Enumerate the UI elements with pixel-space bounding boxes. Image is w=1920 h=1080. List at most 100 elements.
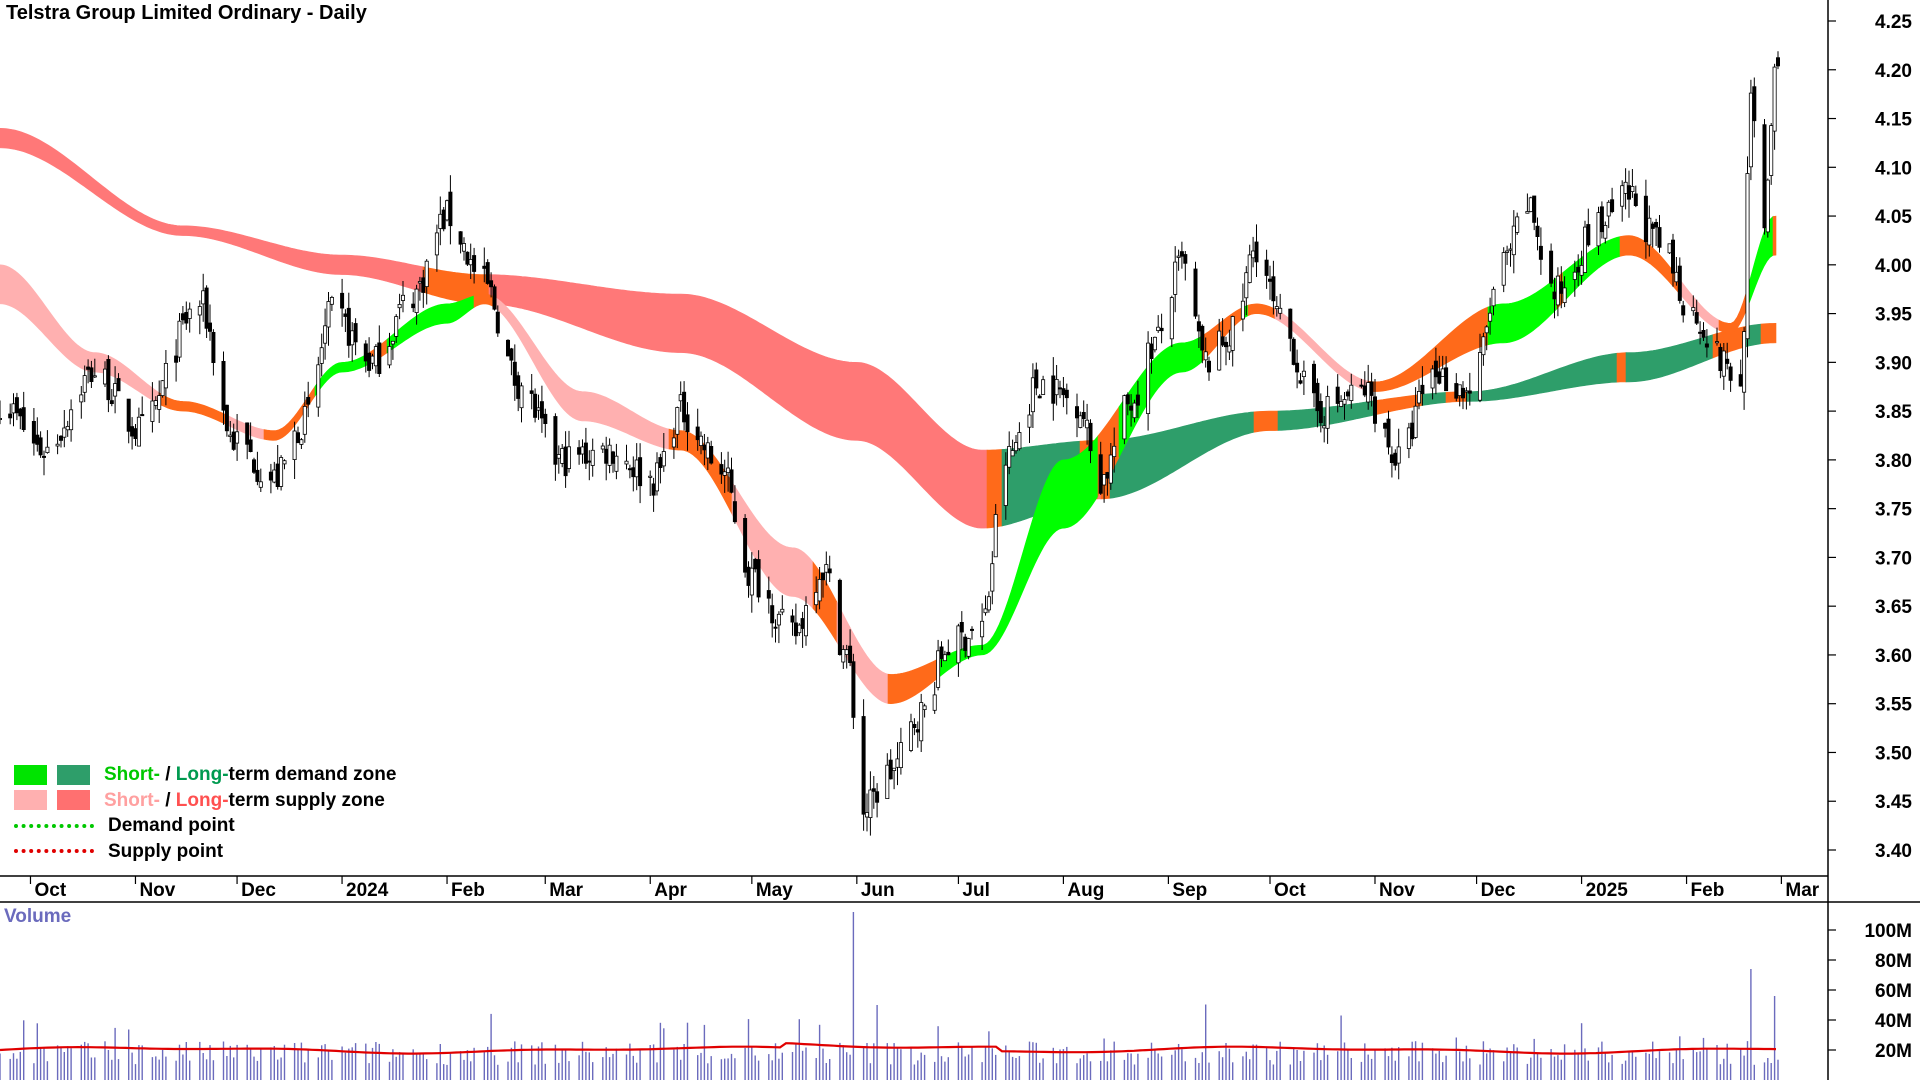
price-candle <box>1200 325 1205 351</box>
price-candle <box>1318 400 1323 424</box>
price-candle <box>279 457 284 487</box>
price-candle <box>749 567 754 596</box>
price-candle <box>1027 414 1032 428</box>
price-candle <box>885 764 890 800</box>
price-candle <box>1085 419 1090 429</box>
price-candle <box>180 313 185 321</box>
price-candle <box>1254 241 1259 263</box>
price-candle <box>353 323 358 343</box>
price-candle <box>898 742 903 768</box>
volume-moving-average-line <box>0 1042 1777 1055</box>
price-candle <box>553 416 558 465</box>
time-tick-label: Dec <box>1481 880 1516 901</box>
time-tick-label: Jul <box>962 880 989 901</box>
price-candle <box>1003 464 1008 506</box>
price-candle <box>69 409 74 431</box>
price-candle <box>970 628 975 631</box>
price-candle <box>963 636 968 651</box>
price-candle <box>804 605 809 637</box>
price-candle <box>1220 336 1225 346</box>
price-candle <box>1010 450 1015 457</box>
price-candle <box>942 654 947 662</box>
price-candle <box>1725 358 1730 364</box>
price-candle <box>1129 405 1134 411</box>
price-candle <box>821 572 826 581</box>
time-tick-label: Mar <box>549 880 583 901</box>
price-candle <box>915 729 920 733</box>
price-candle <box>306 396 311 405</box>
price-candle <box>729 469 734 493</box>
price-candle <box>1627 185 1632 200</box>
price-tick-label: 4.05 <box>1875 207 1912 228</box>
price-candle <box>1461 387 1466 399</box>
price-candle <box>1396 446 1401 464</box>
long-term-zone-band <box>1253 410 1279 433</box>
price-candle <box>651 483 656 496</box>
price-candle <box>868 789 873 819</box>
price-candle <box>1532 195 1537 223</box>
price-candle <box>682 391 687 423</box>
price-candle <box>495 311 500 334</box>
price-candle <box>1603 224 1608 239</box>
volume-tick-label: 60M <box>1875 981 1912 1002</box>
price-candle <box>648 475 653 478</box>
price-candle <box>211 331 216 363</box>
price-tick-label: 3.65 <box>1875 597 1912 618</box>
price-candle <box>1481 336 1486 356</box>
price-candle <box>1362 385 1367 396</box>
price-candle <box>678 394 683 402</box>
price-candle <box>1440 368 1445 377</box>
time-tick-label: May <box>756 880 793 901</box>
price-candle <box>743 518 748 573</box>
price-candle <box>1681 305 1686 316</box>
legend-long-label: Long- <box>175 764 229 785</box>
price-candle <box>1081 411 1086 419</box>
price-candle <box>1075 406 1080 419</box>
price-candle <box>1278 307 1283 314</box>
price-candle <box>461 243 466 252</box>
price-candle <box>292 430 297 461</box>
price-candle <box>567 446 572 469</box>
price-candle <box>1135 394 1140 406</box>
price-candle <box>1742 331 1747 393</box>
price-candle <box>1454 383 1459 399</box>
price-candle <box>909 721 914 751</box>
price-candle <box>187 308 192 319</box>
price-candle <box>1467 390 1472 394</box>
short-term-zone-band <box>1679 278 1720 331</box>
price-candle <box>1752 86 1757 122</box>
price-candle <box>1654 221 1659 228</box>
price-candle <box>1030 377 1035 413</box>
price-candle <box>790 615 795 623</box>
price-candle <box>31 420 36 444</box>
volume-panel-title: Volume <box>4 906 72 927</box>
short-supply-swatch <box>14 790 47 811</box>
price-candle <box>1776 57 1781 67</box>
price-candle <box>79 394 84 403</box>
price-candle <box>1173 261 1178 295</box>
price-candle <box>1105 472 1110 479</box>
time-tick-label: Aug <box>1067 880 1104 901</box>
price-candle <box>611 451 616 464</box>
price-candle <box>55 443 60 447</box>
price-candle <box>1610 199 1615 212</box>
price-candle <box>1349 384 1354 402</box>
price-candle <box>1386 418 1391 448</box>
price-candle <box>424 260 429 288</box>
price-candle <box>841 649 846 663</box>
price-candle <box>1088 422 1093 452</box>
time-tick-label: Feb <box>451 880 485 901</box>
price-candle <box>1373 396 1378 424</box>
demand-point-swatch <box>14 823 94 828</box>
price-candle <box>350 330 355 346</box>
price-tick-label: 3.80 <box>1875 451 1912 472</box>
legend-supply-point-text: Supply point <box>108 840 224 862</box>
price-candle <box>1183 254 1188 264</box>
price-candle <box>174 355 179 363</box>
price-candle <box>255 469 260 482</box>
time-tick-label: Oct <box>34 880 66 901</box>
price-candle <box>1108 454 1113 484</box>
price-candle <box>536 407 541 411</box>
price-candle <box>8 413 13 419</box>
price-candle <box>1549 250 1554 284</box>
